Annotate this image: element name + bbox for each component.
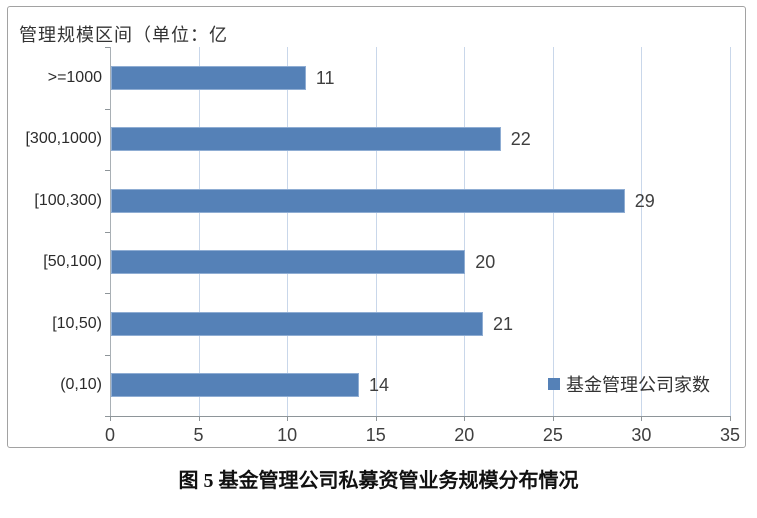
chart-title: 管理规模区间（单位：亿 xyxy=(19,25,228,45)
chart-legend: 基金管理公司家数 xyxy=(548,371,710,397)
figure-caption: 图 5 基金管理公司私募资管业务规模分布情况 xyxy=(178,470,579,492)
legend-series-label: 基金管理公司家数 xyxy=(566,375,710,395)
legend-marker-icon xyxy=(548,378,560,390)
